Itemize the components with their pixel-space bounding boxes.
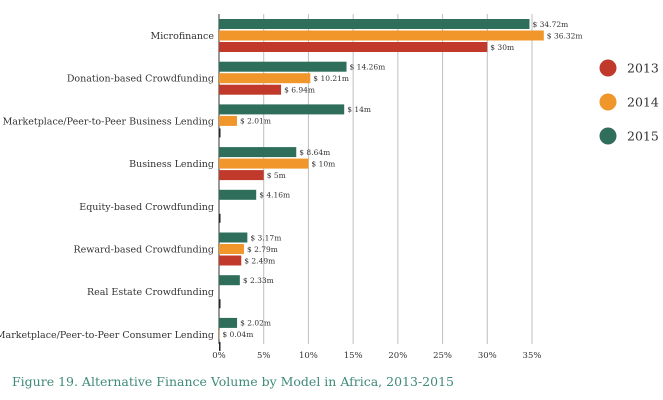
bar-2013 [219,42,488,52]
category-label: Donation-based Crowdfunding [67,74,214,85]
bar-2014 [219,158,309,169]
figure-caption: Figure 19. Alternative Finance Volume by… [12,374,454,389]
category-label: Marketplace/Peer-to-Peer Consumer Lendin… [0,330,214,341]
data-label: $ 3.17m [250,233,281,242]
bar-2014 [219,73,311,84]
bar-2014 [219,115,237,126]
legend: 2013 2014 2015 [599,59,659,145]
legend-label-2014: 2014 [627,95,659,110]
data-label: $ 0.04m [222,330,253,339]
x-tick-label: 30% [478,351,497,361]
bar-2013-zero [219,299,221,309]
bar-2013-zero [219,213,221,223]
bar-2013-zero [219,341,221,351]
x-tick-label: 5% [257,351,271,361]
data-label: $ 10m [311,159,335,168]
x-tick-label: 25% [433,351,452,361]
bar-2015 [219,19,530,29]
data-label: $ 36.32m [547,31,583,40]
category-label: Marketplace/Peer-to-Peer Business Lendin… [3,116,214,127]
category-label: Microfinance [150,31,214,42]
bar-2013-zero [219,128,221,138]
data-label: $ 14m [347,105,371,114]
data-label: $ 2.49m [244,256,275,265]
legend-label-2013: 2013 [627,61,659,76]
bar-2015 [219,104,345,115]
bar-2015 [219,317,238,328]
category-label: Real Estate Crowdfunding [87,287,214,298]
x-tick-label: 35% [523,351,542,361]
category-label: Equity-based Crowdfunding [79,202,214,213]
bar-2015 [219,61,347,72]
data-label: $ 34.72m [532,20,568,29]
data-label: $ 2.79m [247,245,278,254]
data-label: $ 2.02m [240,319,271,328]
x-tick-label: 15% [344,351,363,361]
bar-2015 [219,147,297,158]
data-label: $ 2.01m [240,117,271,126]
legend-label-2015: 2015 [627,129,659,144]
data-label: $ 30m [490,43,514,52]
data-label: $ 2.33m [243,276,274,285]
data-label: $ 4.16m [259,191,290,200]
legend-swatch-2013 [599,59,617,77]
bars [219,19,544,351]
bar-chart: 0% 5% 10% 15% 20% 25% 30% 35% Microfinance $ 34.7… [0,14,659,361]
x-tick-label: 20% [388,351,407,361]
bar-2014 [219,244,244,254]
x-tick-label: 10% [299,351,318,361]
bar-2013 [219,255,242,266]
legend-swatch-2015 [599,127,617,145]
bar-2014 [219,30,544,41]
data-label: $ 6.94m [284,86,315,95]
bar-2015 [219,189,257,200]
x-tick-label: 0% [212,351,226,361]
category-label: Business Lending [129,159,214,170]
bar-2013 [219,170,264,181]
data-label: $ 8.64m [299,148,330,157]
data-label: $ 10.21m [313,74,349,83]
labels: 0% 5% 10% 15% 20% 25% 30% 35% Microfinance $ 34.7… [0,20,583,361]
bar-2015 [219,232,248,243]
data-label: $ 5m [267,171,286,180]
legend-swatch-2014 [599,93,617,111]
data-label: $ 14.26m [350,63,386,72]
category-label: Reward-based Crowdfunding [73,245,214,256]
bar-2015 [219,275,240,286]
bar-2013 [219,84,282,95]
